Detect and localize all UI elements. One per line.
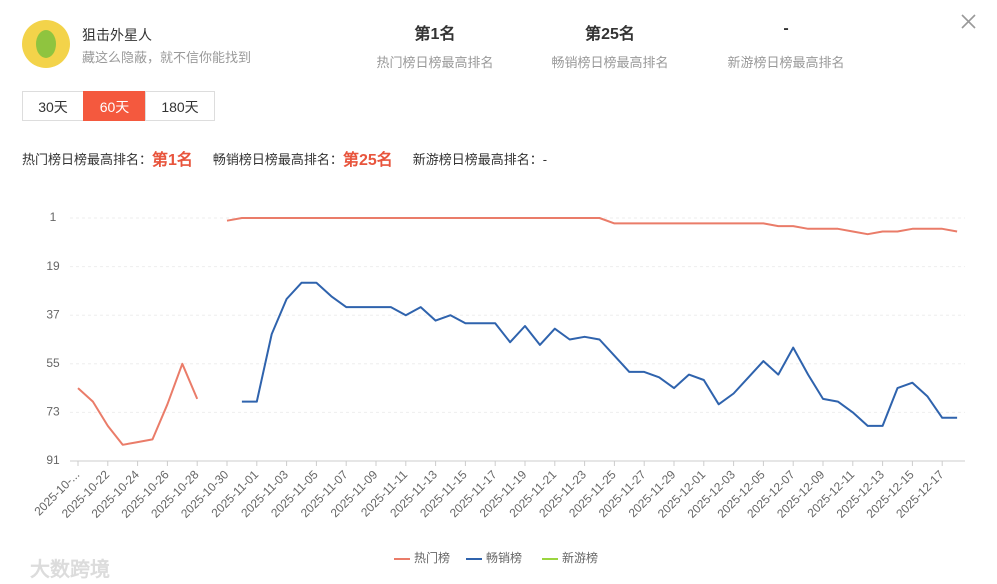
legend-label: 热门榜 [414,550,450,565]
y-tick-label: 37 [46,307,60,321]
series-line [77,362,199,446]
stat-value: 第1名 [414,26,456,43]
legend-label: 畅销榜 [486,550,522,565]
summary-value: 第1名 [152,152,193,169]
close-icon[interactable] [961,14,976,29]
range-tab[interactable]: 180天 [145,91,215,121]
game-subtitle: 藏这么隐蔽，就不信你能找到 [82,50,252,65]
summary: 热门榜日榜最高排名：第1名 畅销榜日榜最高排名：第25名 新游榜日榜最高排名：- [22,146,547,170]
summary-value: 第25名 [342,152,393,169]
stat-value: 第25名 [585,26,635,43]
summary-label: 新游榜日榜最高排名： [412,152,543,167]
stat-label: 热门榜日榜最高排名 [376,55,494,70]
summary-label: 畅销榜日榜最高排名： [212,152,343,167]
y-tick-label: 91 [46,453,60,467]
y-tick-label: 73 [46,405,60,419]
series-line [241,281,958,427]
legend-label: 新游榜 [562,550,598,565]
watermark: 大数跨境 [30,559,110,581]
stat-label: 畅销榜日榜最高排名 [551,55,669,70]
y-tick-label: 1 [50,210,57,224]
avatar-alien [36,30,56,58]
summary-value: - [542,152,548,167]
game-title: 狙击外星人 [82,27,152,43]
range-tab[interactable]: 60天 [83,91,146,121]
stat-value: - [783,20,789,37]
series-line [226,217,958,236]
y-tick-label: 55 [46,356,60,370]
summary-label: 热门榜日榜最高排名： [22,152,153,167]
range-tab[interactable]: 30天 [22,91,84,121]
stat-label: 新游榜日榜最高排名 [727,55,845,70]
y-tick-label: 19 [46,259,60,273]
